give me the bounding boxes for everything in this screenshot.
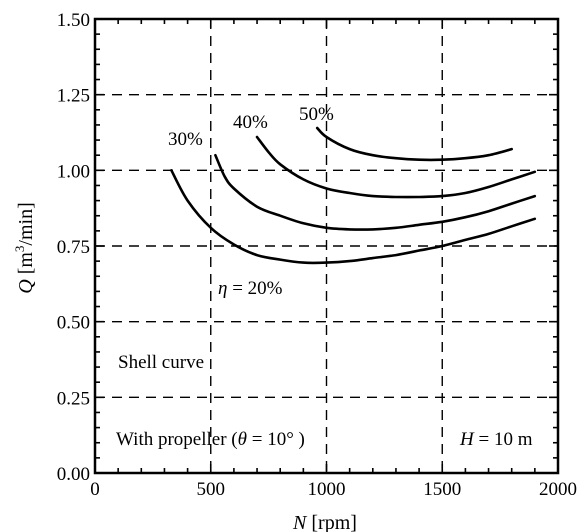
x-tick-label: 1000: [308, 479, 346, 500]
series-label-30: 30%: [168, 129, 203, 150]
x-axis-title: N [rpm]: [292, 512, 357, 532]
shell-curve-annotation: Shell curve: [118, 352, 204, 373]
head-annotation: H = 10 m: [459, 429, 533, 450]
y-tick-label: 0.50: [57, 313, 90, 334]
y-tick-label: 1.50: [57, 10, 90, 31]
y-axis-title: Q [m3/min]: [12, 202, 37, 294]
x-tick-label: 500: [197, 479, 226, 500]
grid: [95, 19, 558, 473]
x-tick-label: 1500: [423, 479, 461, 500]
series-label-20: η = 20%: [218, 278, 283, 299]
curves: [170, 126, 537, 265]
series-line-3: [315, 126, 513, 162]
y-tick-label: 1.00: [57, 161, 90, 182]
series-label-50: 50%: [299, 104, 334, 125]
propeller-annotation: With propeller (θ = 10° ): [116, 429, 305, 450]
x-tick-label: 2000: [539, 479, 577, 500]
y-tick-label: 0.75: [57, 237, 90, 258]
x-tick-label: 0: [90, 479, 100, 500]
series-line-0: [170, 169, 537, 265]
y-tick-label: 0.00: [57, 464, 90, 485]
series-line-1: [214, 153, 537, 231]
y-tick-label: 0.25: [57, 388, 90, 409]
plot-frame: [93, 17, 560, 475]
y-tick-label: 1.25: [57, 86, 90, 107]
series-label-40: 40%: [233, 112, 268, 133]
series-line-2: [255, 135, 537, 199]
tick-labels: 0 500 1000 1500 2000 0.00 0.25 0.50 0.75 1.00 1.25…: [57, 10, 577, 500]
